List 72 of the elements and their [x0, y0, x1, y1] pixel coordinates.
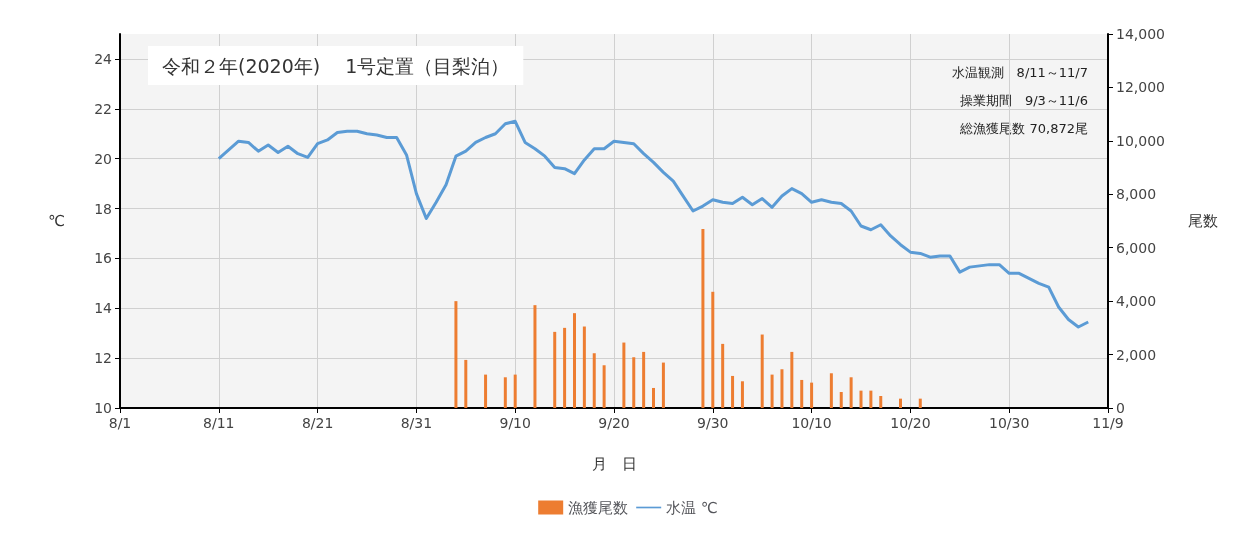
- bar: [513, 374, 517, 408]
- y2-tick-label: 12,000: [1116, 79, 1165, 96]
- bar: [602, 365, 606, 408]
- bar: [790, 351, 794, 408]
- x-tick-label: 8/1: [108, 415, 132, 431]
- y-tick-label: 18: [94, 200, 112, 217]
- x-tick-label: 10/20: [890, 415, 931, 431]
- x-tick-label: 11/9: [1092, 415, 1124, 431]
- bar: [592, 353, 596, 408]
- bar: [721, 343, 725, 408]
- y-tick-label: 22: [94, 100, 112, 117]
- bar: [464, 359, 468, 408]
- x-tick-label: 8/21: [301, 415, 334, 431]
- text: 令和２年(2020年) 1号定置（目梨泊）: [162, 54, 510, 77]
- bar: [899, 398, 903, 408]
- line-series: [217, 119, 1090, 329]
- bar: [622, 342, 626, 408]
- x-tick-label: 9/20: [598, 415, 630, 431]
- bar: [642, 351, 646, 408]
- bar: [553, 331, 557, 408]
- bar: [563, 327, 567, 408]
- bar: [503, 377, 507, 408]
- y2-tick-label: 0: [1116, 400, 1125, 416]
- bar: [701, 229, 705, 408]
- y2-tick-label: 14,000: [1116, 26, 1165, 42]
- y2-tick-label: 6,000: [1116, 239, 1157, 256]
- y2-tick-label: 2,000: [1116, 346, 1157, 363]
- y-tick-label: 16: [94, 250, 113, 267]
- legend-label: 水温 ℃: [666, 498, 718, 517]
- x-tick-label: 10/30: [989, 415, 1030, 431]
- bar: [652, 387, 656, 408]
- bar: [454, 301, 458, 408]
- x-tick-label: 8/31: [400, 415, 433, 431]
- y-tick-label: 20: [94, 150, 112, 167]
- x-axis-title: 月 日: [591, 454, 637, 473]
- y-tick-label: 24: [94, 50, 113, 67]
- bar: [632, 357, 636, 408]
- y-tick-label: 14: [94, 300, 113, 317]
- bar: [572, 313, 576, 408]
- bar: [731, 375, 735, 408]
- x-tick-label: 10/10: [791, 415, 832, 431]
- bar: [839, 391, 843, 408]
- bar: [770, 374, 774, 408]
- bar: [760, 334, 764, 408]
- bar: [661, 362, 665, 408]
- x-tick-label: 9/10: [499, 415, 531, 431]
- y-axis-title: ℃: [48, 212, 65, 230]
- x-tick-label: 9/30: [697, 415, 729, 431]
- bar: [533, 305, 537, 408]
- bar: [582, 326, 586, 408]
- bar: [800, 379, 804, 408]
- bar: [484, 374, 488, 408]
- bar: [711, 291, 715, 408]
- bar: [810, 382, 814, 408]
- x-tick-label: 8/11: [203, 415, 235, 431]
- y2-tick-label: 8,000: [1116, 186, 1157, 203]
- bar: [879, 395, 883, 408]
- bar: [829, 373, 833, 408]
- y-tick-label: 10: [94, 400, 112, 416]
- bar: [740, 381, 744, 408]
- bar: [859, 390, 863, 408]
- bar: [849, 377, 853, 408]
- legend-label: 漁獲尾数: [568, 498, 629, 517]
- bar: [780, 369, 784, 408]
- y2-tick-label: 10,000: [1116, 132, 1165, 149]
- annotation: 操業期間 9/3～11/6: [959, 93, 1089, 108]
- annotation: 水温観測 8/11～11/7: [951, 65, 1088, 80]
- y2-tick-label: 4,000: [1116, 293, 1157, 310]
- bar: [918, 398, 922, 408]
- y-tick-label: 12: [94, 350, 112, 367]
- y2-axis-title: 尾数: [1188, 212, 1218, 230]
- bar: [869, 390, 873, 408]
